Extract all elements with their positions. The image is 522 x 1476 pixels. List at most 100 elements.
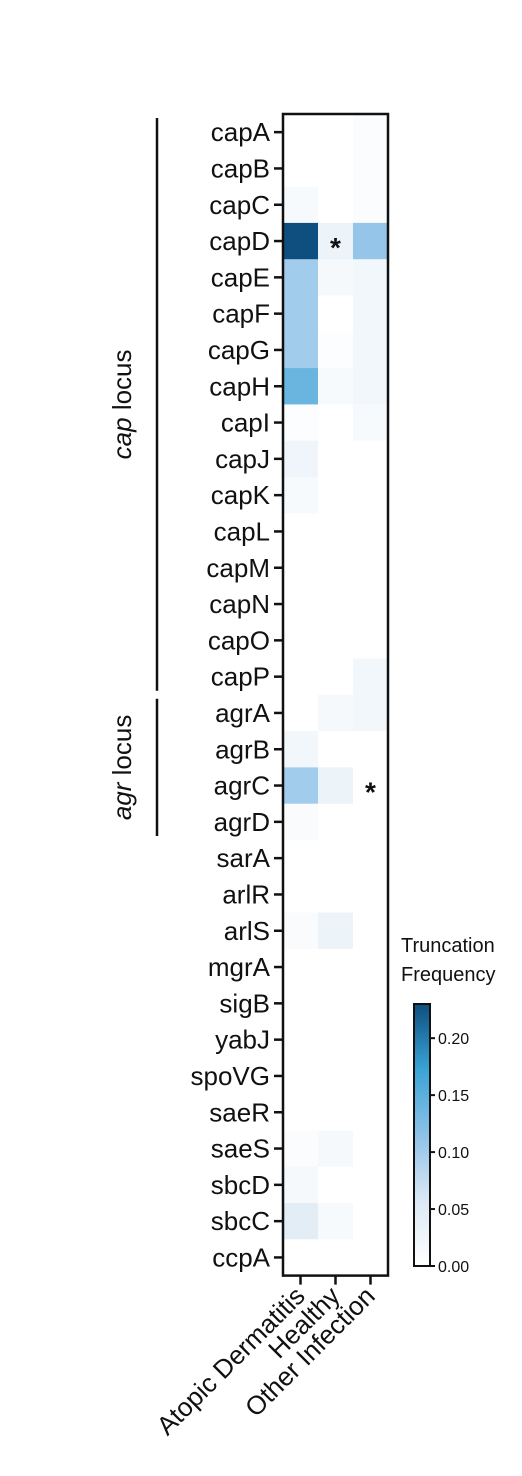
colorbar-title-line1: Truncation xyxy=(401,935,495,957)
heatmap-cell-capP-2 xyxy=(353,658,389,696)
heatmap-cell-sarA-0 xyxy=(283,840,319,877)
heatmap-cell-capM-1 xyxy=(318,549,354,587)
heatmap-cell-capD-1 xyxy=(318,222,354,260)
heatmap-cell-capC-0 xyxy=(283,186,319,224)
row-label-sarA: sarA xyxy=(217,843,271,873)
heatmap-cell-yabJ-2 xyxy=(353,1021,389,1059)
row-label-capH: capH xyxy=(209,371,270,401)
heatmap-cell-ccpA-1 xyxy=(318,1239,354,1277)
heatmap-cell-sigB-1 xyxy=(318,985,354,1022)
row-label-capK: capK xyxy=(211,480,271,510)
heatmap-cell-capB-0 xyxy=(283,150,319,188)
heatmap-cell-capF-0 xyxy=(283,295,319,333)
heatmap-cell-arlS-1 xyxy=(318,912,354,950)
row-label-capI: capI xyxy=(221,408,270,438)
significance-star-1: * xyxy=(365,777,376,808)
heatmap-cell-ccpA-0 xyxy=(283,1239,319,1277)
heatmap-cell-capJ-2 xyxy=(353,440,389,478)
heatmap-cell-capK-1 xyxy=(318,477,354,514)
heatmap-cell-capD-2 xyxy=(353,222,389,260)
heatmap-cell-agrC-2 xyxy=(353,767,389,805)
heatmap-cell-capG-1 xyxy=(318,331,354,369)
heatmap-cell-capB-2 xyxy=(353,150,389,188)
row-label-mgrA: mgrA xyxy=(208,952,271,982)
heatmap-cell-capF-1 xyxy=(318,295,354,333)
row-label-saeR: saeR xyxy=(209,1097,270,1127)
row-label-capL: capL xyxy=(214,516,270,546)
significance-star-0: * xyxy=(330,232,341,263)
heatmap-cell-sbcD-0 xyxy=(283,1166,319,1204)
heatmap-cell-agrD-0 xyxy=(283,803,319,841)
heatmap-cells xyxy=(283,114,389,1277)
heatmap-cell-capO-0 xyxy=(283,622,319,659)
heatmap-cell-yabJ-0 xyxy=(283,1021,319,1059)
heatmap-cell-capN-1 xyxy=(318,585,354,623)
colorbar-title-line2: Frequency xyxy=(401,964,496,986)
heatmap-cell-capO-1 xyxy=(318,622,354,659)
row-label-capP: capP xyxy=(211,662,270,692)
locus-label-italic: agr xyxy=(107,781,137,820)
locus-label-rest: locus xyxy=(107,349,137,417)
heatmap-cell-sbcC-1 xyxy=(318,1203,354,1240)
heatmap-cell-agrD-1 xyxy=(318,803,354,841)
heatmap-cell-capL-0 xyxy=(283,513,319,551)
heatmap-cell-agrB-0 xyxy=(283,731,319,768)
heatmap-cell-capP-1 xyxy=(318,658,354,696)
heatmap-cell-mgrA-2 xyxy=(353,948,389,986)
heatmap-cell-capP-0 xyxy=(283,658,319,696)
heatmap-cell-capA-2 xyxy=(353,114,389,151)
row-label-capF: capF xyxy=(212,299,270,329)
heatmap-cell-capI-1 xyxy=(318,404,354,442)
heatmap-cell-capA-0 xyxy=(283,114,319,151)
heatmap-cell-spoVG-0 xyxy=(283,1057,319,1095)
heatmap-cell-saeR-0 xyxy=(283,1094,319,1131)
heatmap-cell-capF-2 xyxy=(353,295,389,333)
heatmap-cell-sbcC-0 xyxy=(283,1203,319,1240)
heatmap-cell-agrC-1 xyxy=(318,767,354,805)
heatmap-cell-sbcD-2 xyxy=(353,1166,389,1204)
row-label-sbcD: sbcD xyxy=(211,1170,270,1200)
row-ticks: capA capB capC capD capE capF capG capH capI capJ… xyxy=(191,117,283,1272)
heatmap-cell-arlR-2 xyxy=(353,876,389,914)
heatmap-cell-sbcD-1 xyxy=(318,1166,354,1204)
heatmap-cell-agrC-0 xyxy=(283,767,319,805)
heatmap-cell-ccpA-2 xyxy=(353,1239,389,1277)
heatmap-cell-sbcC-2 xyxy=(353,1203,389,1240)
heatmap-cell-capG-0 xyxy=(283,331,319,369)
heatmap-cell-capH-1 xyxy=(318,368,354,405)
row-label-spoVG: spoVG xyxy=(191,1061,271,1091)
heatmap-cell-capO-2 xyxy=(353,622,389,659)
heatmap-cell-capM-0 xyxy=(283,549,319,587)
row-label-capD: capD xyxy=(209,226,270,256)
heatmap-cell-sarA-1 xyxy=(318,840,354,877)
row-label-agrD: agrD xyxy=(214,807,270,837)
heatmap-cell-agrA-0 xyxy=(283,694,319,732)
row-label-ccpA: ccpA xyxy=(212,1242,270,1272)
row-label-arlR: arlR xyxy=(222,879,270,909)
row-label-agrA: agrA xyxy=(215,698,271,728)
row-label-capO: capO xyxy=(208,625,270,655)
heatmap-cell-capD-0 xyxy=(283,222,319,260)
heatmap-cell-saeR-2 xyxy=(353,1094,389,1131)
heatmap-cell-sigB-2 xyxy=(353,985,389,1022)
row-label-capM: capM xyxy=(206,553,270,583)
row-label-capA: capA xyxy=(211,117,271,147)
heatmap-cell-capB-1 xyxy=(318,150,354,188)
row-label-saeS: saeS xyxy=(211,1134,270,1164)
heatmap-cell-capJ-1 xyxy=(318,440,354,478)
heatmap-cell-capL-1 xyxy=(318,513,354,551)
colorbar-tick-label-1: 0.05 xyxy=(438,1202,469,1219)
heatmap-cell-capC-2 xyxy=(353,186,389,224)
heatmap-cell-saeS-0 xyxy=(283,1130,319,1168)
heatmap-cell-agrB-1 xyxy=(318,731,354,768)
heatmap-cell-mgrA-1 xyxy=(318,948,354,986)
heatmap-cell-capI-0 xyxy=(283,404,319,442)
row-label-yabJ: yabJ xyxy=(215,1025,270,1055)
heatmap-cell-capM-2 xyxy=(353,549,389,587)
heatmap-cell-capK-0 xyxy=(283,477,319,514)
row-label-arlS: arlS xyxy=(224,916,270,946)
heatmap-cell-agrA-1 xyxy=(318,694,354,732)
